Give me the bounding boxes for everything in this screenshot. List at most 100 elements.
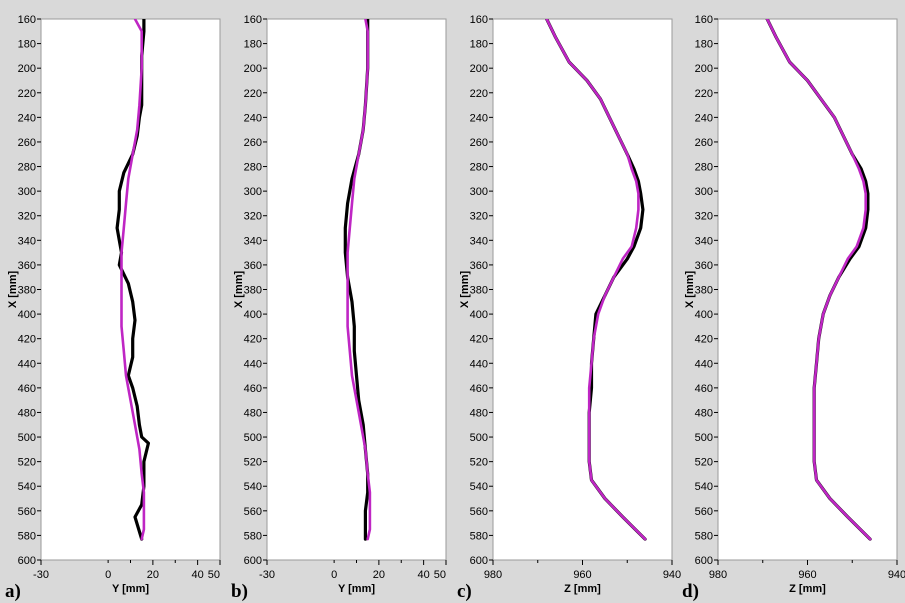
y-tick-label: 160	[244, 14, 262, 26]
series-line-model	[545, 19, 647, 541]
y-tick-label: 560	[18, 506, 36, 518]
x-axis-label: Z [mm]	[564, 583, 601, 595]
y-axis-label: X [mm]	[459, 271, 471, 309]
y-tick-label: 400	[244, 309, 262, 321]
x-tick-label: 40	[418, 569, 430, 581]
y-tick-label: 200	[244, 63, 262, 75]
y-tick-label: 360	[18, 260, 36, 272]
y-tick-label: 560	[244, 506, 262, 518]
y-tick-label: 580	[470, 530, 488, 542]
y-tick-label: 540	[244, 481, 262, 493]
y-tick-label: 400	[695, 309, 713, 321]
series-line-model	[346, 19, 372, 541]
y-tick-label: 420	[470, 334, 488, 346]
y-tick-label: 500	[470, 432, 488, 444]
y-tick-label: 500	[18, 432, 36, 444]
y-tick-label: 360	[244, 260, 262, 272]
y-tick-label: 340	[18, 235, 36, 247]
chart-panel-4: 160 180 200 220 240 260 280 300 320 340 360 380 400 4…	[682, 14, 905, 602]
x-tick-label: 960	[573, 569, 591, 581]
y-tick-label: 180	[695, 39, 713, 51]
x-tick-label: -30	[33, 569, 49, 581]
plot-area	[717, 18, 898, 561]
y-tick-label: 440	[244, 358, 262, 370]
y-tick-label: 460	[470, 383, 488, 395]
y-tick-label: 500	[695, 432, 713, 444]
y-tick-label: 400	[470, 309, 488, 321]
y-tick-label: 560	[470, 506, 488, 518]
y-tick-label: 360	[470, 260, 488, 272]
plot-area	[492, 18, 673, 561]
y-tick-label: 260	[244, 137, 262, 149]
y-tick-label: 260	[470, 137, 488, 149]
x-tick-label: 980	[709, 569, 727, 581]
y-tick-label: 220	[18, 88, 36, 100]
y-tick-label: 280	[470, 162, 488, 174]
y-tick-label: 320	[244, 211, 262, 223]
y-tick-label: 220	[695, 88, 713, 100]
y-tick-label: 220	[244, 88, 262, 100]
x-tick-label: 20	[147, 569, 159, 581]
y-tick-label: 480	[244, 407, 262, 419]
y-tick-label: 460	[695, 383, 713, 395]
x-tick-label: 40	[192, 569, 204, 581]
y-tick-label: 340	[695, 235, 713, 247]
y-tick-label: 480	[470, 407, 488, 419]
x-tick-label: 940	[663, 569, 681, 581]
y-tick-label: 200	[470, 63, 488, 75]
y-tick-label: 600	[470, 555, 488, 567]
x-axis-label: Y [mm]	[338, 583, 375, 595]
y-tick-label: 580	[18, 530, 36, 542]
y-tick-label: 240	[695, 112, 713, 124]
x-tick-label: 960	[798, 569, 816, 581]
chart-panel-3: 160 180 200 220 240 260 280 300 320 340 360 380 400 4…	[457, 14, 681, 602]
panel-letter: b)	[231, 581, 248, 602]
y-tick-label: 240	[470, 112, 488, 124]
y-tick-label: 300	[244, 186, 262, 198]
y-tick-label: 600	[18, 555, 36, 567]
y-tick-label: 280	[18, 162, 36, 174]
y-tick-label: 260	[695, 137, 713, 149]
y-tick-label: 260	[18, 137, 36, 149]
y-tick-label: 520	[470, 457, 488, 469]
y-tick-label: 520	[244, 457, 262, 469]
y-tick-label: 240	[18, 112, 36, 124]
x-tick-label: 980	[484, 569, 502, 581]
x-tick-label: -30	[259, 569, 275, 581]
y-tick-label: 380	[18, 285, 36, 297]
y-tick-label: 240	[244, 112, 262, 124]
plot-area	[266, 18, 447, 561]
y-tick-label: 480	[695, 407, 713, 419]
y-tick-label: 540	[18, 481, 36, 493]
y-tick-label: 200	[695, 63, 713, 75]
series-line-model	[765, 19, 872, 541]
y-tick-label: 320	[18, 211, 36, 223]
y-tick-label: 460	[18, 383, 36, 395]
y-axis-label: X [mm]	[684, 271, 696, 309]
y-tick-label: 380	[470, 285, 488, 297]
y-axis-label: X [mm]	[233, 271, 245, 309]
y-tick-label: 520	[18, 457, 36, 469]
y-tick-label: 180	[18, 39, 36, 51]
y-tick-label: 220	[470, 88, 488, 100]
y-tick-label: 420	[18, 334, 36, 346]
y-tick-label: 180	[244, 39, 262, 51]
y-tick-label: 300	[695, 186, 713, 198]
y-tick-label: 460	[244, 383, 262, 395]
y-tick-label: 340	[470, 235, 488, 247]
y-tick-label: 440	[695, 358, 713, 370]
x-axis-label: Z [mm]	[789, 583, 826, 595]
y-tick-label: 180	[470, 39, 488, 51]
y-tick-label: 300	[18, 186, 36, 198]
y-tick-label: 320	[695, 211, 713, 223]
x-tick-label: 50	[434, 569, 446, 581]
y-tick-label: 440	[18, 358, 36, 370]
y-tick-label: 540	[695, 481, 713, 493]
y-tick-label: 560	[695, 506, 713, 518]
y-tick-label: 380	[695, 285, 713, 297]
y-tick-label: 280	[244, 162, 262, 174]
y-tick-label: 160	[470, 14, 488, 26]
y-tick-label: 380	[244, 285, 262, 297]
panel-letter: c)	[457, 581, 472, 602]
